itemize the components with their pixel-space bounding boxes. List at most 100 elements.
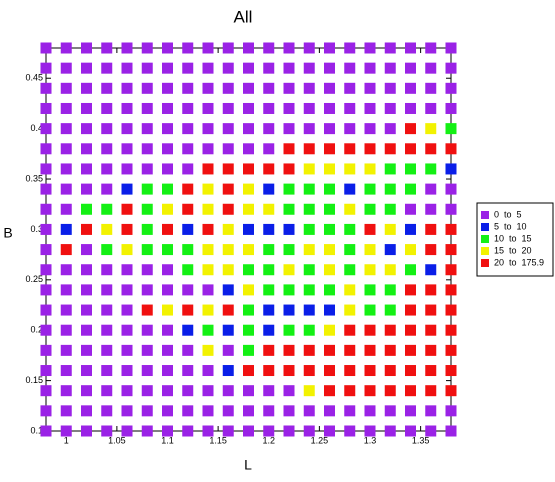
- cell: [243, 244, 254, 256]
- cell: [222, 365, 234, 377]
- cell: [202, 183, 214, 195]
- cell: [425, 203, 437, 215]
- cell: [324, 163, 335, 175]
- cell: [263, 223, 275, 235]
- cell: [81, 163, 92, 175]
- cell: [324, 62, 335, 74]
- cell: [344, 143, 356, 155]
- cell: [303, 102, 315, 114]
- cell: [445, 143, 457, 155]
- cell: [384, 324, 396, 336]
- cell: [81, 365, 92, 377]
- cell: [182, 102, 194, 114]
- cell: [384, 344, 396, 356]
- cell: [202, 203, 214, 215]
- cell: [81, 102, 92, 114]
- legend-label: 5 to 10: [494, 221, 527, 231]
- cell: [263, 244, 275, 256]
- cell: [162, 62, 173, 74]
- cell: [60, 143, 72, 155]
- cell: [263, 405, 275, 417]
- cell: [344, 42, 356, 54]
- cell: [40, 42, 52, 54]
- cell: [101, 62, 113, 74]
- cell: [384, 42, 396, 54]
- cell: [81, 203, 92, 215]
- cell: [121, 344, 133, 356]
- cell: [182, 183, 194, 195]
- cell: [364, 203, 376, 215]
- cell: [60, 284, 72, 296]
- cell: [243, 203, 254, 215]
- legend-swatch: [481, 259, 489, 267]
- cell: [40, 324, 52, 336]
- cell: [364, 123, 376, 135]
- cell: [405, 223, 416, 235]
- cell: [263, 183, 275, 195]
- cell: [243, 264, 254, 276]
- cell: [425, 304, 437, 316]
- cell: [405, 284, 416, 296]
- cell: [182, 203, 194, 215]
- cell: [384, 264, 396, 276]
- cell: [344, 425, 356, 437]
- cell: [445, 82, 457, 94]
- cell: [364, 324, 376, 336]
- cell: [283, 344, 295, 356]
- cell: [243, 344, 254, 356]
- cell: [445, 304, 457, 316]
- cell: [182, 42, 194, 54]
- cell: [81, 244, 92, 256]
- cell: [384, 123, 396, 135]
- legend-label: 10 to 15: [494, 233, 532, 243]
- cell: [384, 385, 396, 397]
- cell: [40, 123, 52, 135]
- cell: [162, 344, 173, 356]
- cell: [364, 264, 376, 276]
- cell: [303, 324, 315, 336]
- cell: [60, 203, 72, 215]
- cell: [40, 385, 52, 397]
- cell: [162, 244, 173, 256]
- legend-box: [476, 202, 554, 277]
- cell: [101, 405, 113, 417]
- cell: [182, 163, 194, 175]
- cell: [222, 284, 234, 296]
- cell: [81, 143, 92, 155]
- y-tick-label: 0.4: [30, 123, 43, 133]
- cell: [445, 203, 457, 215]
- cell: [425, 244, 437, 256]
- cell: [283, 42, 295, 54]
- cell: [283, 102, 295, 114]
- chart-title: All: [234, 7, 253, 26]
- cell: [60, 264, 72, 276]
- cell: [81, 62, 92, 74]
- x-tick-label: 1.25: [311, 435, 329, 445]
- legend-swatch: [481, 247, 489, 255]
- cell: [364, 284, 376, 296]
- cell: [283, 385, 295, 397]
- cell: [405, 102, 416, 114]
- cell: [283, 304, 295, 316]
- cell: [60, 324, 72, 336]
- cell: [263, 163, 275, 175]
- cell: [40, 143, 52, 155]
- cell: [303, 42, 315, 54]
- cell: [182, 62, 194, 74]
- cell: [263, 344, 275, 356]
- cell: [60, 163, 72, 175]
- cell: [162, 304, 173, 316]
- legend-swatch: [481, 223, 489, 231]
- x-tick-label: 1.1: [161, 435, 174, 445]
- cell: [182, 344, 194, 356]
- cell: [101, 203, 113, 215]
- cell: [40, 244, 52, 256]
- cell: [141, 143, 153, 155]
- cell: [445, 42, 457, 54]
- cell: [182, 143, 194, 155]
- cell: [425, 42, 437, 54]
- cell: [364, 102, 376, 114]
- cell: [60, 425, 72, 437]
- cell: [121, 264, 133, 276]
- cell: [222, 82, 234, 94]
